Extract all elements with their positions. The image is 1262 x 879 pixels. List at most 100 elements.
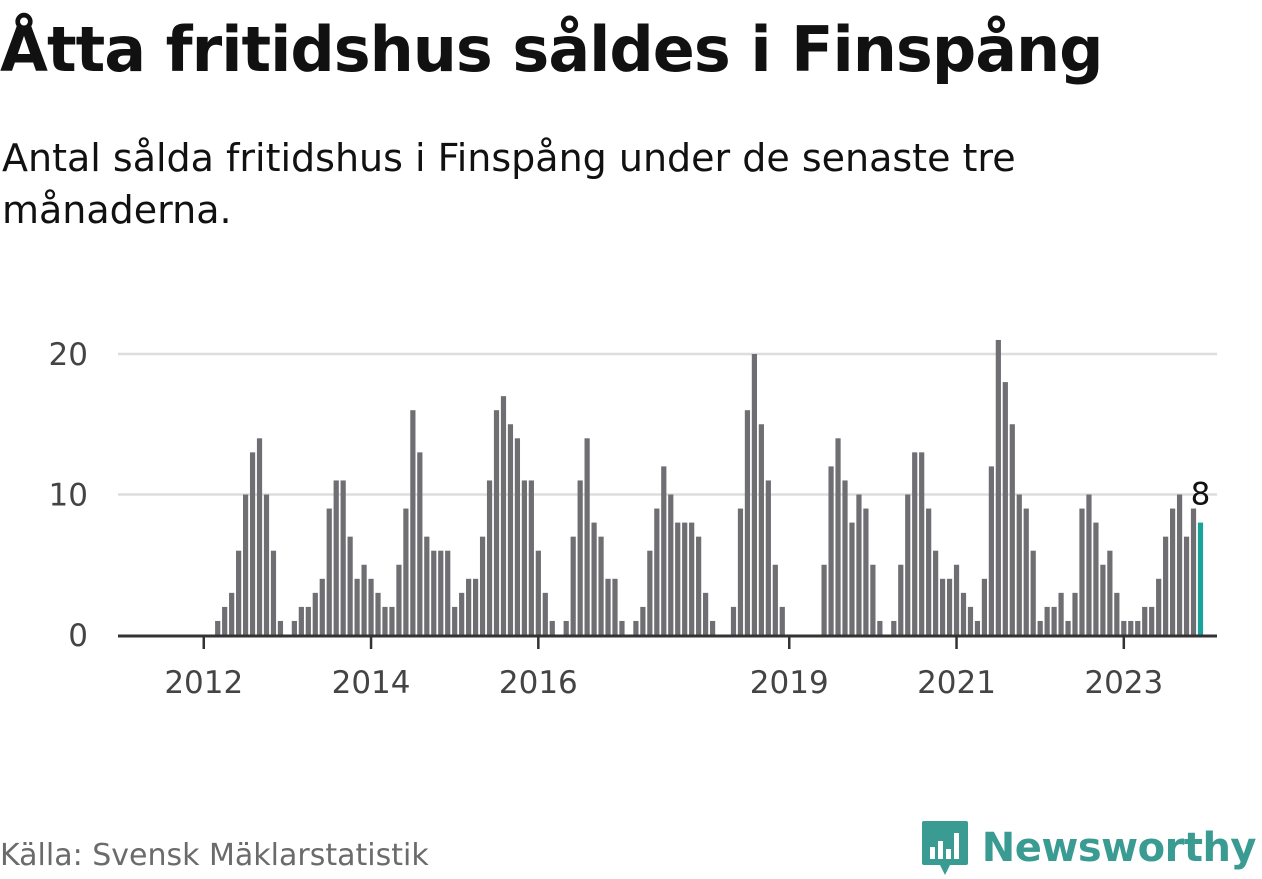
bar [333,480,339,635]
chart-subtitle: Antal sålda fritidshus i Finspång under … [2,136,1016,232]
bar [1176,494,1183,635]
bar [1023,508,1029,635]
x-tick-label: 2019 [750,665,829,701]
bar [696,536,702,635]
bar [479,536,486,635]
bar [242,494,249,635]
bar [960,592,967,635]
bar [424,536,430,635]
y-tick-label: 0 [68,618,88,654]
x-tick-label: 2023 [1084,665,1163,701]
bar [577,480,583,635]
bar [744,410,751,635]
bar [842,480,848,635]
bar [563,620,569,635]
bar [919,452,925,635]
bars: 8 [215,339,1210,635]
bar [347,536,353,635]
bar [410,410,416,635]
bar [1100,564,1106,635]
bar [340,480,346,635]
bar [368,578,374,635]
bar [229,592,235,635]
bar [905,494,911,635]
bar [730,606,737,635]
bar [856,494,862,635]
bar [500,396,507,635]
bar [326,508,332,635]
bar [926,508,932,635]
bar [675,522,681,635]
bar [396,564,402,635]
bar [995,339,1001,635]
bar [1149,606,1155,635]
bar [305,606,311,635]
bar [354,578,360,635]
bar [772,564,778,635]
bar [493,410,500,635]
bar [375,592,381,635]
bar [988,466,994,635]
bar [389,606,395,635]
bar [514,438,521,635]
bar [703,592,709,635]
bar [438,550,444,635]
bar [953,564,960,635]
bar [486,480,493,635]
bar [1183,536,1190,635]
bar [528,480,534,635]
bar [417,452,423,635]
y-tick-label: 10 [49,478,88,514]
bar [542,592,548,635]
bar [709,620,716,635]
tick-labels: 2012 2014 2016 2019 2021 2023 [164,637,1163,701]
bar [612,578,618,635]
bar [215,620,221,635]
x-tick-label: 2012 [164,665,243,701]
bar [403,508,409,635]
bar [668,494,674,635]
chart-title: Åtta fritidshus såldes i Finspång [0,13,1104,86]
bar [765,480,771,635]
bar [1002,382,1008,635]
bar [891,620,897,635]
bar [849,522,855,635]
brand-logo[interactable]: Newsworthy [920,818,1257,878]
bar [312,592,318,635]
bar [361,564,367,635]
bar [452,606,458,635]
bar [1170,508,1176,635]
bar [1058,592,1064,635]
bar [382,606,388,635]
bar [737,508,744,635]
bar [939,578,946,635]
bar [535,550,541,635]
bar [584,438,590,635]
bar [1163,536,1169,635]
source-note: Källa: Svensk Mäklarstatistik [0,838,429,873]
bar [298,606,304,635]
bar [946,578,953,635]
bar [1135,620,1141,635]
bar-highlight [1197,522,1204,635]
bar [291,620,297,635]
bar [835,438,841,635]
bar [605,578,611,635]
grid-lines: 0 10 20 [49,337,1217,654]
bar [1190,508,1197,635]
bar [270,550,277,635]
bar [1065,620,1071,635]
bar [521,480,527,635]
bar [431,550,437,635]
bar [277,620,284,635]
bar [689,522,695,635]
bar [1121,620,1127,635]
bar [598,536,604,635]
bar [661,466,667,635]
bar [1093,522,1099,635]
bar [466,578,472,635]
bar [319,578,325,635]
bar [445,550,451,635]
bar [473,578,479,635]
bar [1051,606,1057,635]
